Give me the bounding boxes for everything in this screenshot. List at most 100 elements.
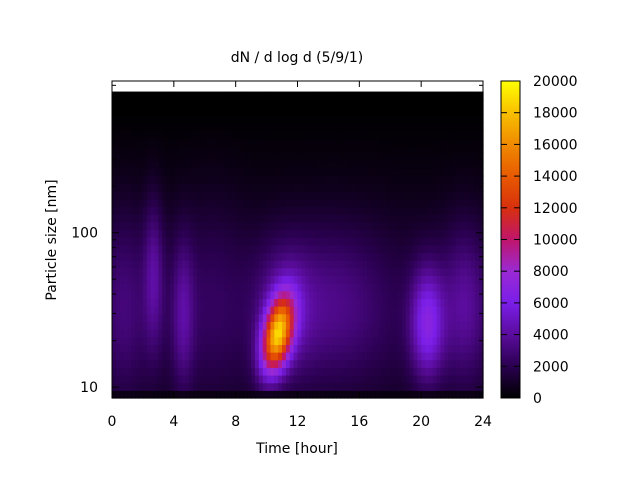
heatmap-cell xyxy=(455,344,461,353)
heatmap-cell xyxy=(270,221,275,231)
heatmap-cell xyxy=(301,160,306,169)
heatmap-cell xyxy=(397,275,403,284)
heatmap-cell xyxy=(146,313,152,322)
heatmap-cell xyxy=(139,106,144,116)
heatmap-cell xyxy=(169,382,175,391)
heatmap-cell xyxy=(351,114,357,123)
heatmap-cell xyxy=(251,160,256,169)
heatmap-cell xyxy=(351,298,357,307)
heatmap-cell xyxy=(355,137,360,146)
heatmap-cell xyxy=(471,375,476,384)
heatmap-cell xyxy=(200,260,206,269)
heatmap-cell xyxy=(459,114,465,123)
heatmap-cell xyxy=(262,191,268,200)
heatmap-cell xyxy=(405,91,411,100)
heatmap-cell xyxy=(177,367,183,376)
heatmap-cell xyxy=(254,352,260,361)
heatmap-cell xyxy=(363,359,368,368)
heatmap-cell xyxy=(200,382,206,391)
heatmap-cell xyxy=(397,313,403,322)
heatmap-cell xyxy=(390,390,395,399)
heatmap-cell xyxy=(452,267,457,277)
heatmap-cell xyxy=(115,321,121,330)
heatmap-cell xyxy=(382,344,387,353)
heatmap-cell xyxy=(363,168,368,177)
heatmap-cell xyxy=(278,114,283,123)
heatmap-cell xyxy=(181,145,187,154)
heatmap-cell xyxy=(340,306,345,315)
heatmap-cell xyxy=(112,375,117,384)
heatmap-cell xyxy=(239,183,244,192)
heatmap-cell xyxy=(158,129,163,139)
heatmap-cell xyxy=(343,267,349,277)
heatmap-cell xyxy=(309,191,314,200)
heatmap-cell xyxy=(123,375,129,384)
heatmap-cell xyxy=(193,99,198,108)
heatmap-cell xyxy=(425,137,430,146)
heatmap-cell xyxy=(394,321,399,330)
heatmap-cell xyxy=(401,221,407,231)
heatmap-cell xyxy=(166,152,171,162)
heatmap-cell xyxy=(224,91,229,100)
heatmap-cell xyxy=(212,244,217,254)
heatmap-cell xyxy=(421,191,426,200)
heatmap-cell xyxy=(193,145,198,154)
heatmap-cell xyxy=(382,91,387,100)
heatmap-cell xyxy=(208,390,214,399)
heatmap-cell xyxy=(131,367,136,376)
heatmap-cell xyxy=(158,367,163,376)
heatmap-cell xyxy=(220,359,225,368)
heatmap-cell xyxy=(293,145,299,154)
heatmap-cell xyxy=(425,183,430,192)
heatmap-cell xyxy=(262,114,268,123)
heatmap-cell xyxy=(409,168,415,177)
heatmap-cell xyxy=(162,275,167,284)
heatmap-cell xyxy=(444,237,449,246)
heatmap-cell xyxy=(316,160,322,169)
heatmap-cell xyxy=(471,344,476,353)
heatmap-cell xyxy=(200,137,206,146)
heatmap-cell xyxy=(343,122,349,131)
heatmap-cell xyxy=(336,122,341,131)
heatmap-cell xyxy=(142,191,148,200)
heatmap-cell xyxy=(146,175,152,185)
heatmap-cell xyxy=(370,367,376,376)
heatmap-cell xyxy=(193,175,198,185)
heatmap-cell xyxy=(448,137,453,146)
heatmap-cell xyxy=(432,160,438,169)
heatmap-cell xyxy=(258,290,264,300)
heatmap-cell xyxy=(309,106,314,116)
heatmap-cell xyxy=(301,168,306,177)
heatmap-cell xyxy=(471,283,476,292)
heatmap-cell xyxy=(378,198,384,208)
heatmap-cell xyxy=(158,160,163,169)
heatmap-cell xyxy=(428,145,434,154)
heatmap-cell xyxy=(112,206,117,215)
heatmap-cell xyxy=(351,145,357,154)
heatmap-cell xyxy=(177,198,183,208)
heatmap-cell xyxy=(224,206,229,215)
heatmap-cell xyxy=(243,206,248,215)
heatmap-cell xyxy=(417,306,422,315)
heatmap-cell xyxy=(397,359,403,368)
heatmap-cell xyxy=(173,352,179,361)
heatmap-cell xyxy=(301,321,306,330)
heatmap-cell xyxy=(254,160,260,169)
heatmap-cell xyxy=(181,183,187,192)
heatmap-cell xyxy=(467,229,472,238)
heatmap-cell xyxy=(115,298,121,307)
heatmap-cell xyxy=(320,160,326,169)
heatmap-cell xyxy=(305,267,310,277)
heatmap-cell xyxy=(166,306,171,315)
heatmap-cell xyxy=(266,313,272,322)
heatmap-cell xyxy=(227,168,233,177)
heatmap-cell xyxy=(413,267,418,277)
heatmap-cell xyxy=(332,152,337,162)
heatmap-cell xyxy=(200,359,206,368)
heatmap-cell xyxy=(135,313,140,322)
heatmap-cell xyxy=(378,375,384,384)
heatmap-cell xyxy=(421,168,426,177)
heatmap-cell xyxy=(139,344,144,353)
heatmap-cell xyxy=(169,221,175,231)
heatmap-cell xyxy=(351,329,357,338)
